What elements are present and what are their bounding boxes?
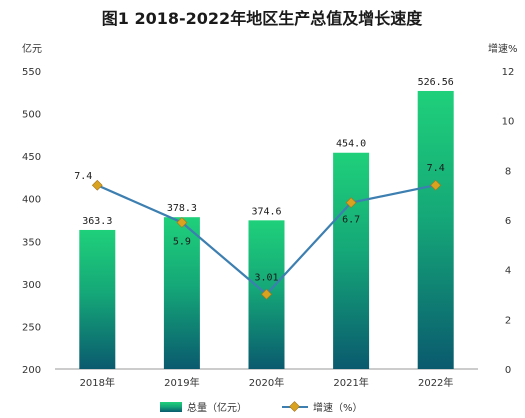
left-tick-label: 550	[22, 67, 41, 78]
line-value-label: 6.7	[342, 215, 360, 226]
line-series	[91, 179, 442, 300]
left-tick-label: 450	[22, 152, 41, 163]
line-value-label: 7.4	[427, 163, 445, 174]
category-label: 2019年	[164, 376, 199, 389]
line-point	[91, 179, 103, 191]
bar-value-label: 374.6	[251, 206, 281, 217]
right-axis-unit: 增速%	[488, 42, 518, 55]
legend-bar-label: 总量（亿元）	[187, 401, 247, 414]
left-tick-label: 250	[22, 322, 41, 333]
legend: 总量（亿元） 增速（%）	[160, 401, 363, 414]
line-point	[430, 179, 442, 191]
line-value-label: 5.9	[173, 236, 191, 247]
right-tick-label: 8	[505, 166, 511, 177]
category-label: 2020年	[249, 376, 284, 389]
right-axis-ticks: 0 2 4 6 8 10 12	[502, 67, 515, 376]
line-point	[345, 197, 357, 208]
line-point	[176, 217, 188, 228]
bar	[333, 152, 370, 369]
left-tick-label: 400	[22, 195, 41, 206]
right-tick-label: 4	[505, 266, 511, 277]
left-axis-ticks: 200 250 300 350 400 450 500 550	[22, 67, 41, 376]
bar-series	[79, 90, 454, 369]
bar	[79, 229, 116, 369]
bar-value-label: 526.56	[418, 77, 454, 88]
right-tick-label: 6	[505, 216, 511, 227]
category-label: 2018年	[80, 376, 115, 389]
line-value-label: 3.01	[254, 272, 278, 283]
line-point	[261, 288, 272, 300]
left-tick-label: 350	[22, 237, 41, 248]
line-data-labels: 7.4 5.9 3.01 6.7 7.4	[74, 163, 444, 283]
line-value-label: 7.4	[74, 171, 92, 182]
bar	[163, 217, 200, 369]
legend-diamond-icon	[289, 401, 300, 412]
bar-value-label: 454.0	[336, 139, 366, 150]
right-tick-label: 10	[502, 117, 515, 128]
left-axis-unit: 亿元	[22, 42, 42, 55]
right-tick-label: 0	[505, 365, 511, 376]
right-tick-label: 12	[502, 67, 515, 78]
category-label: 2021年	[333, 376, 368, 389]
category-label: 2022年	[418, 376, 453, 389]
left-tick-label: 200	[22, 365, 41, 376]
bar	[417, 90, 454, 369]
bar-value-label: 363.3	[82, 216, 112, 227]
right-tick-label: 2	[505, 315, 511, 326]
legend-bar-swatch	[160, 402, 182, 412]
chart-title: 图1 2018-2022年地区生产总值及增长速度	[102, 9, 423, 28]
x-axis-categories: 2018年 2019年 2020年 2021年 2022年	[80, 376, 454, 389]
legend-line-label: 增速（%）	[313, 401, 363, 414]
bar-value-label: 378.3	[167, 203, 197, 214]
left-tick-label: 500	[22, 110, 41, 121]
bar-data-labels: 363.3 378.3 374.6 454.0 526.56	[82, 77, 454, 227]
left-tick-label: 300	[22, 280, 41, 291]
